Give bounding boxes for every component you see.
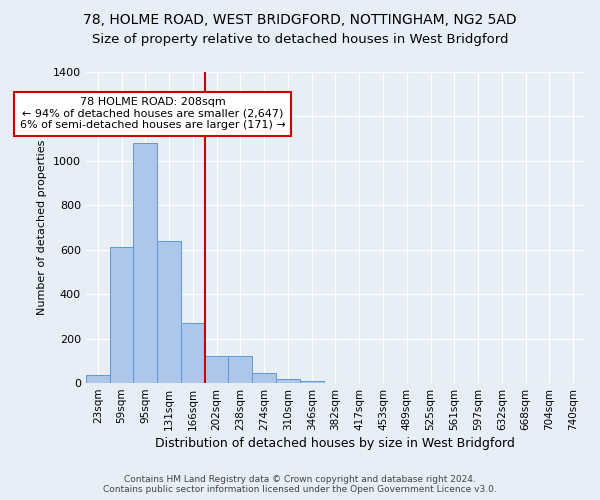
Text: Contains HM Land Registry data © Crown copyright and database right 2024.
Contai: Contains HM Land Registry data © Crown c… xyxy=(103,474,497,494)
Bar xyxy=(181,323,205,383)
Bar xyxy=(205,356,229,383)
Bar xyxy=(86,376,110,383)
Bar xyxy=(133,142,157,383)
Y-axis label: Number of detached properties: Number of detached properties xyxy=(37,140,47,315)
Text: 78 HOLME ROAD: 208sqm
← 94% of detached houses are smaller (2,647)
6% of semi-de: 78 HOLME ROAD: 208sqm ← 94% of detached … xyxy=(20,97,286,130)
Bar xyxy=(300,381,323,383)
X-axis label: Distribution of detached houses by size in West Bridgford: Distribution of detached houses by size … xyxy=(155,437,515,450)
Bar xyxy=(110,248,133,383)
Bar xyxy=(252,373,276,383)
Text: Size of property relative to detached houses in West Bridgford: Size of property relative to detached ho… xyxy=(92,32,508,46)
Text: 78, HOLME ROAD, WEST BRIDGFORD, NOTTINGHAM, NG2 5AD: 78, HOLME ROAD, WEST BRIDGFORD, NOTTINGH… xyxy=(83,12,517,26)
Bar xyxy=(229,356,252,383)
Bar xyxy=(157,240,181,383)
Bar xyxy=(276,378,300,383)
